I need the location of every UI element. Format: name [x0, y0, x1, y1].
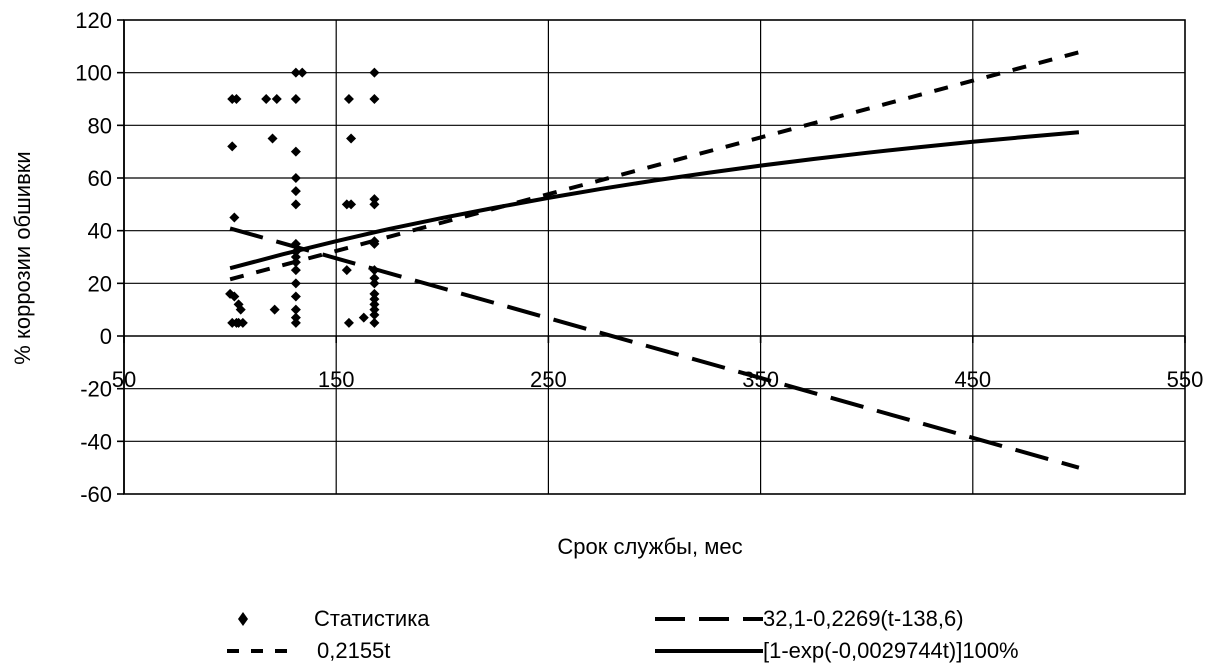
y-axis-ticks — [117, 19, 124, 495]
data-point — [346, 199, 357, 210]
y-tick-label: 20 — [88, 271, 112, 296]
data-point — [290, 173, 301, 183]
vertical-gridlines — [335, 20, 974, 494]
y-tick-label: -40 — [80, 429, 112, 454]
y-tick-label: 120 — [75, 8, 112, 33]
data-point — [369, 199, 380, 210]
data-point — [269, 304, 280, 315]
data-point — [290, 252, 301, 262]
x-tick-label: 50 — [112, 367, 136, 392]
x-tick-label: 450 — [954, 367, 991, 392]
y-tick-label: 0 — [100, 324, 112, 349]
y-axis-title: % коррозии обшивки — [10, 151, 35, 364]
series-line-2 — [229, 50, 1080, 282]
data-point — [290, 186, 301, 197]
data-point — [343, 317, 354, 328]
data-point — [369, 194, 380, 205]
y-tick-label: 80 — [88, 113, 112, 138]
data-point — [369, 294, 380, 305]
data-point — [261, 94, 272, 104]
data-point — [369, 299, 380, 310]
data-point — [290, 246, 301, 257]
y-axis-tick-labels: 120 100 80 60 40 20 0 -20 -40 -60 — [75, 8, 112, 507]
data-point — [297, 67, 308, 78]
data-point — [271, 94, 282, 104]
data-point — [290, 312, 301, 323]
y-tick-label: -20 — [80, 377, 112, 402]
data-point — [267, 133, 278, 144]
x-tick-label: 150 — [318, 367, 355, 392]
data-point — [343, 94, 354, 104]
data-point — [369, 288, 380, 299]
data-point — [290, 94, 301, 104]
data-point — [369, 273, 380, 284]
data-point — [369, 94, 380, 104]
data-point — [369, 265, 380, 276]
data-point — [227, 141, 238, 152]
data-point — [290, 304, 301, 315]
series-lines — [229, 50, 1080, 470]
data-point — [341, 265, 352, 276]
data-point — [290, 146, 301, 157]
horizontal-gridlines — [124, 72, 1185, 442]
data-point — [369, 304, 380, 315]
y-tick-label: 60 — [88, 166, 112, 191]
data-point — [369, 67, 380, 78]
x-axis-tick-labels: 50 150 250 350 450 550 — [112, 367, 1204, 392]
y-tick-label: -60 — [80, 482, 112, 507]
data-point — [290, 265, 301, 276]
x-axis-title: Срок службы, мес — [557, 534, 742, 559]
data-point — [290, 317, 301, 328]
data-point — [369, 278, 380, 289]
y-tick-label: 40 — [88, 219, 112, 244]
x-tick-label: 550 — [1167, 367, 1204, 392]
data-point — [290, 238, 301, 249]
data-point — [358, 312, 369, 323]
data-point — [290, 291, 301, 302]
data-point — [237, 317, 248, 328]
data-point — [346, 133, 357, 144]
series-line-1 — [229, 226, 1080, 470]
data-point — [235, 304, 246, 315]
x-tick-label: 250 — [530, 367, 567, 392]
data-point — [369, 309, 380, 320]
data-point — [290, 257, 301, 268]
data-point — [290, 199, 301, 210]
data-point — [229, 212, 240, 223]
plot-area-frame — [123, 19, 1186, 495]
data-point — [290, 278, 301, 289]
data-point — [369, 238, 380, 249]
series-line-3 — [229, 130, 1080, 271]
data-point — [369, 317, 380, 328]
data-point — [290, 67, 301, 78]
data-point — [229, 291, 240, 302]
series-points — [225, 67, 380, 328]
data-point — [231, 94, 242, 104]
x-axis-ticks — [123, 336, 1186, 343]
y-tick-label: 100 — [75, 61, 112, 86]
